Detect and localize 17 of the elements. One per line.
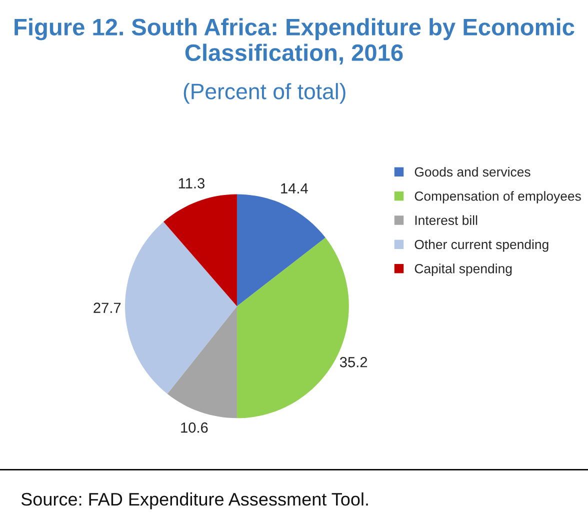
legend-label: Compensation of employees <box>414 191 581 204</box>
chart-subtitle: (Percent of total) <box>184 83 346 104</box>
pie-slice <box>167 306 237 418</box>
data-label: 10.6 <box>181 422 208 433</box>
legend-label: Capital spending <box>414 264 512 276</box>
data-label: 11.3 <box>178 178 204 188</box>
pie-slice <box>164 194 237 306</box>
pie-slice <box>236 194 326 306</box>
legend-label: Other current spending <box>414 239 548 252</box>
legend-label: Interest bill <box>415 215 478 225</box>
data-label: 27.7 <box>94 302 121 313</box>
source-note: Source: FAD Expenditure Assessment Tool. <box>21 492 368 510</box>
legend-label: Goods and services <box>414 166 530 177</box>
data-label: 35.2 <box>340 356 368 368</box>
chart-title: Figure 12. South Africa: Expenditure by Economic Classification, 2016 <box>14 18 574 64</box>
pie-slice <box>125 222 237 394</box>
data-label: 14.4 <box>281 183 308 194</box>
